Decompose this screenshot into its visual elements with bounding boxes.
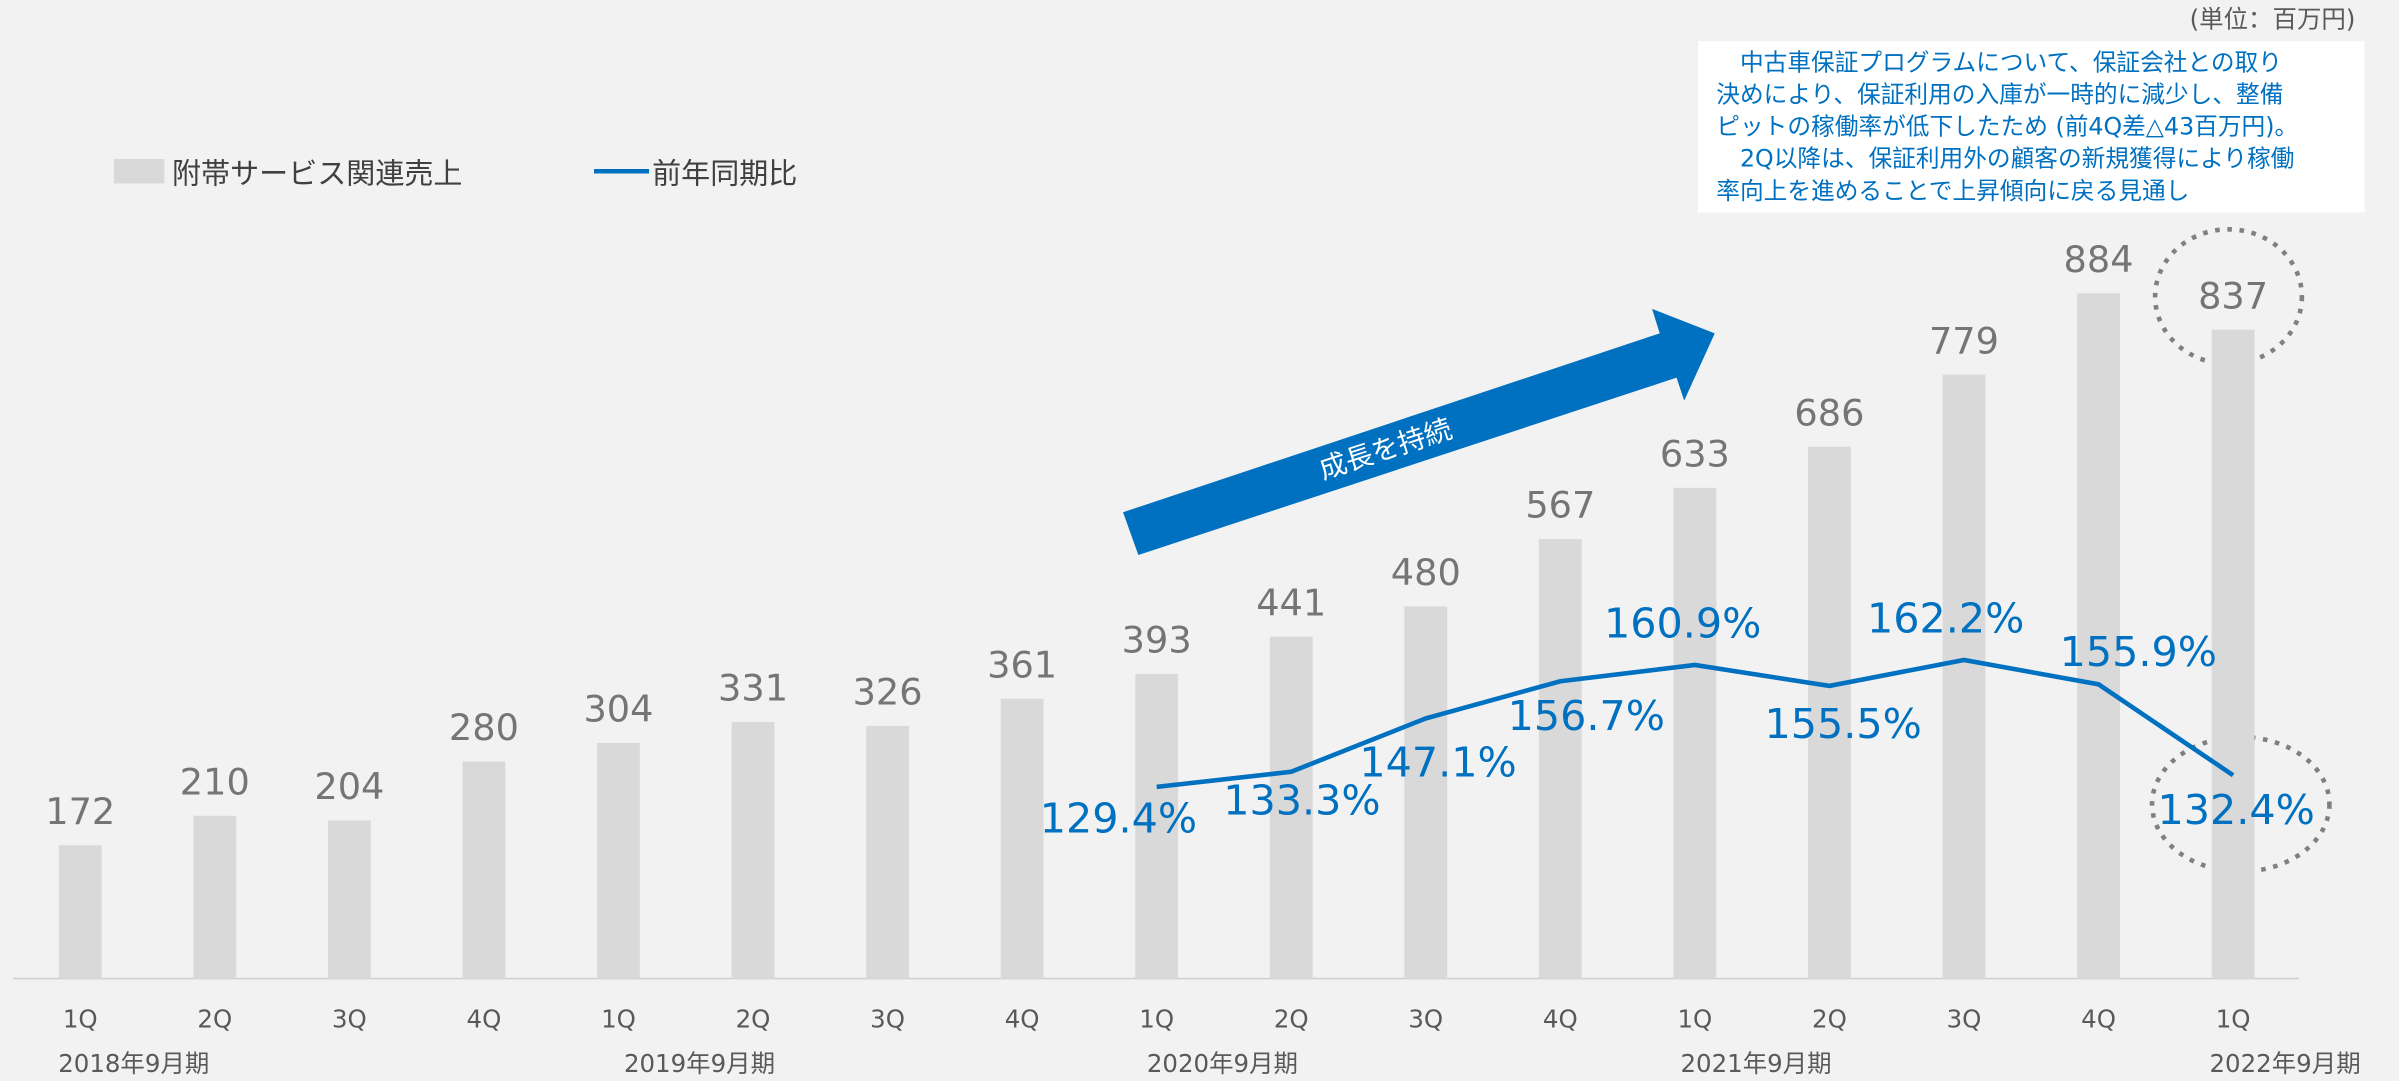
period-label: 2018年9月期 [58, 1049, 209, 1078]
x-tick-label: 3Q [1947, 1004, 1982, 1033]
bar-value-label: 779 [1929, 319, 1999, 362]
line-value-label: 162.2% [1867, 594, 2024, 642]
bar [2211, 329, 2255, 979]
annotation-line: ピットの稼働率が低下したため (前4Q差△43百万円)。 [1716, 113, 2298, 141]
bar-value-label: 331 [718, 667, 788, 710]
x-tick-label: 2Q [1812, 1004, 1847, 1033]
bar-value-label: 567 [1525, 484, 1595, 527]
x-tick-label: 4Q [1543, 1004, 1578, 1033]
bar-value-label: 172 [45, 790, 115, 833]
x-tick-label: 1Q [1139, 1004, 1174, 1033]
x-tick-label: 2Q [197, 1004, 232, 1033]
bar [1269, 636, 1313, 979]
bar-value-label: 441 [1256, 581, 1326, 624]
bar [1673, 487, 1717, 979]
bar [1404, 606, 1448, 979]
bar [1000, 698, 1044, 979]
period-label: 2019年9月期 [624, 1049, 775, 1078]
bar [193, 815, 237, 979]
bar-value-label: 393 [1122, 618, 1192, 661]
line-value-label: 129.4% [1040, 795, 1197, 843]
bar-value-label: 361 [987, 643, 1057, 686]
period-label: 2021年9月期 [1680, 1049, 1831, 1078]
bar-value-label: 837 [2198, 274, 2268, 317]
bar [866, 725, 909, 979]
line-value-label: 155.5% [1765, 700, 1922, 748]
x-tick-label: 1Q [63, 1004, 98, 1033]
bar [1808, 446, 1851, 979]
annotation-line: 決めにより、保証利用の入庫が一時的に減少し、整備 [1716, 80, 2283, 108]
x-tick-label: 1Q [2216, 1004, 2251, 1033]
growth-arrow [1123, 308, 1715, 556]
x-tick-label: 1Q [1677, 1004, 1712, 1033]
period-label: 2020年9月期 [1147, 1049, 1298, 1078]
period-label: 2022年9月期 [2210, 1049, 2361, 1078]
line-value-label: 156.7% [1508, 692, 1665, 740]
bar [1135, 673, 1179, 979]
bar [731, 721, 775, 979]
bar [327, 820, 371, 979]
bar-value-label: 304 [583, 687, 653, 730]
bar [1942, 374, 1986, 979]
x-tick-label: 2Q [1274, 1004, 1309, 1033]
line-value-label: 132.4% [2157, 786, 2314, 834]
x-tick-label: 4Q [467, 1004, 502, 1033]
x-tick-label: 4Q [1005, 1004, 1040, 1033]
annotation-line: 2Q以降は、保証利用外の顧客の新規獲得により稼働 [1716, 145, 2294, 173]
legend-label: 附帯サービス関連売上 [172, 156, 462, 190]
legend-label: 前年同期比 [652, 156, 797, 190]
x-tick-label: 2Q [736, 1004, 771, 1033]
unit-note: (単位：百万円) [2190, 5, 2356, 34]
x-tick-label: 3Q [870, 1004, 905, 1033]
bar [58, 845, 102, 979]
bar-value-label: 884 [2064, 238, 2134, 281]
x-tick-label: 3Q [332, 1004, 367, 1033]
annotation-box [1697, 41, 2365, 213]
bar [2077, 293, 2120, 979]
bar-value-label: 280 [449, 706, 519, 749]
legend-swatch [113, 159, 165, 184]
bar [462, 761, 506, 979]
line-value-label: 160.9% [1604, 599, 1761, 647]
line-value-label: 147.1% [1359, 738, 1516, 786]
bar [1538, 539, 1582, 979]
bar [597, 742, 640, 979]
bar-value-label: 686 [1794, 391, 1864, 434]
line-value-label: 133.3% [1223, 777, 1380, 825]
annotation-line: 率向上を進めることで上昇傾向に戻る見通し [1716, 177, 2189, 205]
bar-value-label: 204 [314, 765, 384, 808]
line-value-label: 155.9% [2060, 628, 2217, 676]
bar-value-label: 210 [180, 760, 250, 803]
bar-value-label: 480 [1391, 551, 1461, 594]
x-tick-label: 3Q [1408, 1004, 1443, 1033]
annotation-line: 中古車保証プログラムについて、保証会社との取り [1716, 48, 2282, 76]
bar-value-label: 326 [853, 670, 923, 713]
line [1156, 657, 2235, 790]
x-tick-label: 1Q [601, 1004, 636, 1033]
x-tick-label: 4Q [2081, 1004, 2116, 1033]
bar-value-label: 633 [1660, 432, 1730, 475]
